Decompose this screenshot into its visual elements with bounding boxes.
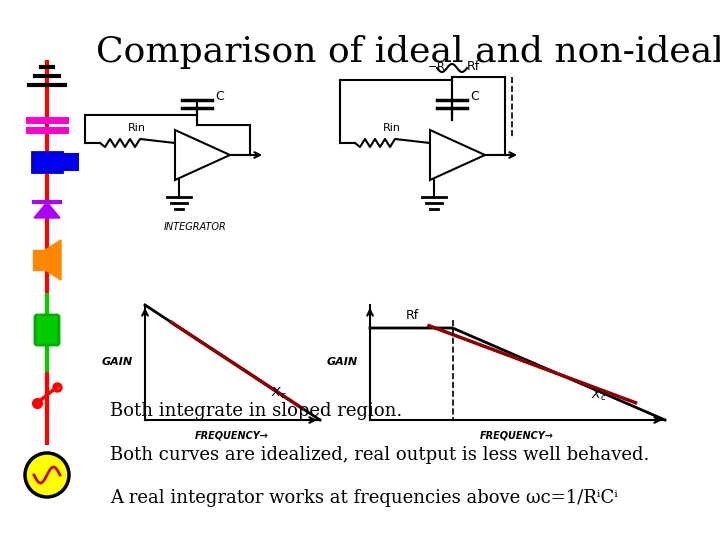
Polygon shape	[175, 130, 230, 180]
Text: C: C	[470, 90, 479, 103]
Text: Comparison of ideal and non-ideal: Comparison of ideal and non-ideal	[96, 35, 720, 69]
Text: $-$: $-$	[181, 140, 191, 150]
Text: GAIN: GAIN	[102, 357, 132, 367]
Text: Rf: Rf	[405, 309, 418, 322]
Text: $X_c$: $X_c$	[591, 388, 607, 403]
Text: Rin: Rin	[383, 123, 401, 133]
Text: INTEGRATOR: INTEGRATOR	[163, 222, 226, 232]
Text: A real integrator works at frequencies above ωᴄ=1/RⁱCⁱ: A real integrator works at frequencies a…	[110, 489, 618, 507]
Polygon shape	[33, 250, 45, 270]
Text: Both integrate in sloped region.: Both integrate in sloped region.	[110, 402, 402, 420]
Text: FREQUENCY→: FREQUENCY→	[195, 430, 269, 440]
Text: FREQUENCY→: FREQUENCY→	[480, 430, 554, 440]
Text: Rf: Rf	[467, 60, 480, 73]
Polygon shape	[45, 240, 61, 280]
Text: Rin: Rin	[128, 123, 146, 133]
Text: GAIN: GAIN	[326, 357, 358, 367]
Polygon shape	[34, 202, 60, 218]
Text: $+$: $+$	[181, 164, 191, 174]
Text: C: C	[215, 90, 224, 103]
FancyBboxPatch shape	[35, 315, 59, 345]
FancyBboxPatch shape	[61, 153, 79, 171]
Text: $-$R: $-$R	[427, 60, 446, 72]
Text: $+$: $+$	[436, 164, 446, 174]
Text: $X_c$: $X_c$	[271, 386, 287, 401]
FancyBboxPatch shape	[32, 152, 62, 172]
Circle shape	[25, 453, 69, 497]
Text: Both curves are idealized, real output is less well behaved.: Both curves are idealized, real output i…	[110, 446, 649, 463]
Text: $-$: $-$	[436, 140, 446, 150]
Polygon shape	[430, 130, 485, 180]
